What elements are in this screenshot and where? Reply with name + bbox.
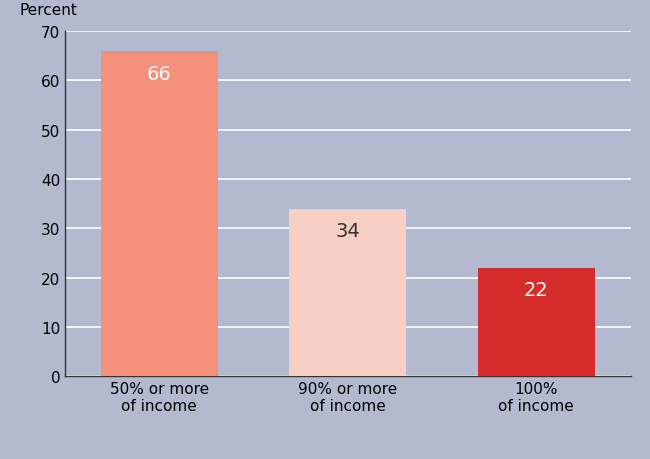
- Text: 22: 22: [524, 281, 549, 300]
- Text: Percent: Percent: [20, 3, 77, 18]
- Bar: [101, 52, 218, 376]
- Bar: [478, 268, 595, 376]
- Text: 34: 34: [335, 222, 360, 241]
- Bar: [289, 209, 406, 376]
- Text: 66: 66: [147, 64, 172, 84]
